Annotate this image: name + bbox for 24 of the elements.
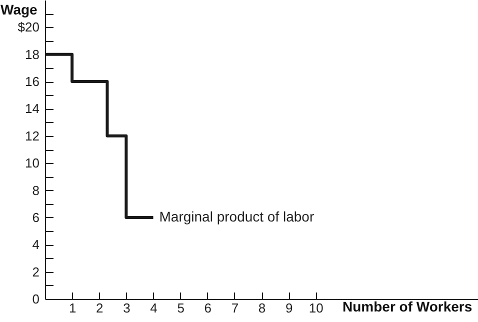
- x-axis-title: Number of Workers: [342, 298, 472, 314]
- x-tick-label: 4: [150, 300, 158, 316]
- x-tick-label: 8: [258, 300, 266, 316]
- y-tick-label: 14: [25, 101, 40, 116]
- y-tick-label: 18: [25, 46, 40, 62]
- x-tick-label: 5: [177, 300, 184, 316]
- y-tick-label: 6: [32, 210, 40, 225]
- y-tick-label: 8: [32, 182, 40, 198]
- y-tick-label: 4: [32, 237, 40, 252]
- y-tick-label: 0: [32, 292, 40, 306]
- x-tick-label: 2: [96, 300, 104, 316]
- y-axis-title: Wage: [0, 2, 38, 18]
- y-tick-label: 10: [25, 156, 40, 171]
- x-tick-label: 9: [285, 300, 293, 316]
- x-tick-label: 10: [308, 300, 324, 316]
- y-tick-label: 2: [32, 264, 40, 280]
- x-tick-label: 3: [123, 300, 130, 316]
- y-tick-label: 12: [25, 128, 40, 144]
- y-tick-label: 16: [25, 74, 40, 90]
- x-tick-label: 6: [204, 300, 212, 316]
- y-tick-label: $20: [18, 20, 40, 35]
- x-tick-label: 1: [68, 300, 76, 316]
- x-tick-label: 7: [231, 300, 239, 316]
- annotation: Marginal product of labor: [159, 208, 314, 224]
